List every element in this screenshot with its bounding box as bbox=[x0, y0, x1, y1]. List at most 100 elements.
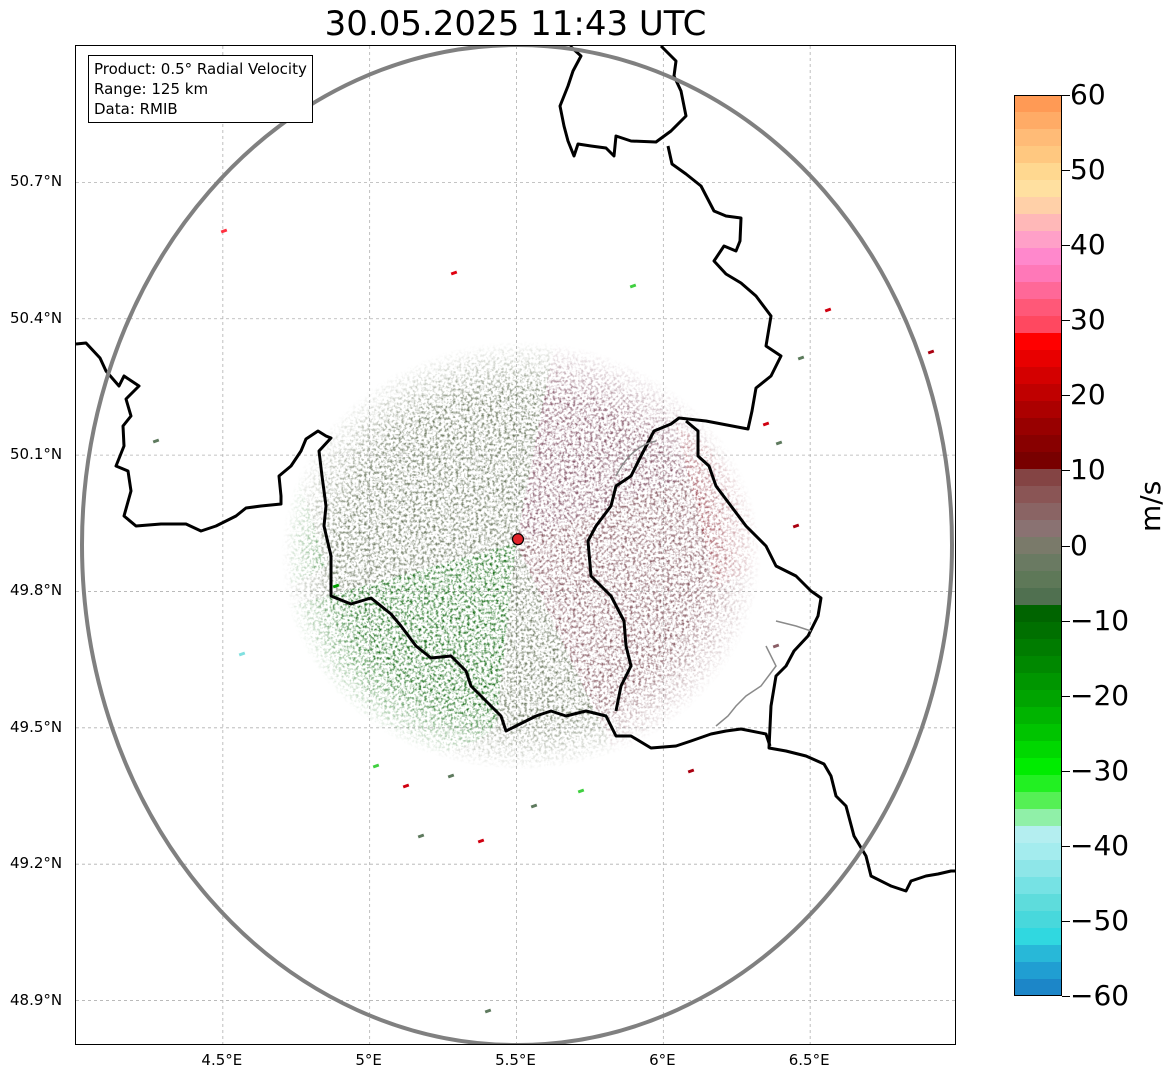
colorbar-swatch bbox=[1014, 622, 1062, 640]
colorbar-swatch bbox=[1014, 112, 1062, 130]
echo-speck bbox=[484, 1008, 492, 1014]
colorbar-tick bbox=[1062, 170, 1070, 172]
longitude-tick-label: 6°E bbox=[649, 1051, 676, 1069]
colorbar-swatch bbox=[1014, 316, 1062, 334]
country-borders bbox=[76, 46, 955, 893]
colorbar-tick-label: 40 bbox=[1070, 228, 1106, 262]
colorbar-swatch bbox=[1014, 741, 1062, 759]
echo-speck bbox=[530, 803, 538, 809]
echo-speck bbox=[417, 833, 425, 839]
colorbar-tick bbox=[1062, 245, 1070, 247]
colorbar-swatch bbox=[1014, 826, 1062, 844]
colorbar-swatch bbox=[1014, 486, 1062, 504]
latitude-tick-label: 50.4°N bbox=[10, 308, 63, 327]
map-title: 30.05.2025 11:43 UTC bbox=[324, 4, 707, 44]
range-ring bbox=[80, 46, 954, 1044]
colorbar-swatch bbox=[1014, 180, 1062, 198]
echo-speck bbox=[402, 783, 410, 789]
colorbar-swatch bbox=[1014, 724, 1062, 742]
colorbar-swatch bbox=[1014, 639, 1062, 657]
colorbar-swatch bbox=[1014, 758, 1062, 776]
colorbar-tick-label: −10 bbox=[1070, 603, 1130, 637]
echo-speck bbox=[797, 355, 805, 361]
colorbar-tick-label: −20 bbox=[1070, 678, 1130, 712]
colorbar-tick-label: 30 bbox=[1070, 303, 1106, 337]
echo-speck bbox=[332, 583, 340, 589]
echo-speck bbox=[220, 228, 228, 234]
colorbar-swatch bbox=[1014, 809, 1062, 827]
echo-speck bbox=[772, 643, 780, 649]
colorbar-swatch bbox=[1014, 129, 1062, 147]
colorbar-swatch bbox=[1014, 146, 1062, 164]
echo-speck bbox=[577, 788, 585, 794]
latitude-tick-label: 49.5°N bbox=[10, 717, 63, 736]
colorbar-tick bbox=[1062, 320, 1070, 322]
colorbar-tick bbox=[1062, 920, 1070, 922]
colorbar-swatch bbox=[1014, 707, 1062, 725]
latitude-tick-label: 48.9°N bbox=[10, 990, 63, 1009]
rivers bbox=[615, 440, 812, 727]
colorbar-swatch bbox=[1014, 656, 1062, 674]
colorbar-tick bbox=[1062, 95, 1070, 96]
echo-speck bbox=[447, 773, 455, 779]
colorbar-swatch bbox=[1014, 673, 1062, 691]
colorbar-swatch bbox=[1014, 282, 1062, 300]
longitude-tick-label: 5°E bbox=[355, 1051, 382, 1069]
colorbar-tick bbox=[1062, 770, 1070, 772]
colorbar-tick bbox=[1062, 395, 1070, 397]
colorbar-swatch bbox=[1014, 877, 1062, 895]
colorbar-swatch bbox=[1014, 248, 1062, 266]
echo-speck bbox=[762, 421, 770, 427]
longitude-tick-label: 4.5°E bbox=[201, 1051, 243, 1069]
colorbar-swatch bbox=[1014, 469, 1062, 487]
colorbar-swatch bbox=[1014, 401, 1062, 419]
colorbar-swatch bbox=[1014, 775, 1062, 793]
echo-speck bbox=[372, 763, 380, 769]
colorbar-swatch bbox=[1014, 214, 1062, 232]
colorbar-tick bbox=[1062, 695, 1070, 697]
radar-map[interactable] bbox=[75, 45, 956, 1045]
product-info-box: Product: 0.5° Radial Velocity Range: 125… bbox=[88, 55, 313, 123]
echo-speck bbox=[792, 523, 800, 529]
colorbar-swatch bbox=[1014, 554, 1062, 572]
colorbar-swatch bbox=[1014, 979, 1062, 996]
colorbar-swatch bbox=[1014, 197, 1062, 215]
colorbar-swatch bbox=[1014, 571, 1062, 589]
colorbar-tick-label: 60 bbox=[1070, 78, 1106, 111]
colorbar-swatch bbox=[1014, 894, 1062, 912]
colorbar-swatch bbox=[1014, 928, 1062, 946]
colorbar-swatch bbox=[1014, 163, 1062, 181]
colorbar-swatch bbox=[1014, 265, 1062, 283]
colorbar-swatch bbox=[1014, 367, 1062, 385]
colorbar-tick-label: 20 bbox=[1070, 378, 1106, 412]
velocity-echoes bbox=[281, 286, 767, 769]
echo-speck bbox=[450, 270, 458, 276]
colorbar-tick bbox=[1062, 620, 1070, 622]
colorbar-swatch bbox=[1014, 962, 1062, 980]
echo-speck bbox=[824, 307, 832, 313]
radar-site-marker[interactable] bbox=[511, 533, 525, 546]
colorbar-swatch bbox=[1014, 690, 1062, 708]
colorbar-tick bbox=[1062, 470, 1070, 472]
colorbar-swatch bbox=[1014, 911, 1062, 929]
colorbar-frame bbox=[1014, 95, 1062, 996]
colorbar-tick-label: −50 bbox=[1070, 903, 1130, 937]
product-label: Product: 0.5° Radial Velocity bbox=[94, 60, 307, 78]
colorbar-swatch bbox=[1014, 520, 1062, 538]
colorbar-swatch bbox=[1014, 350, 1062, 368]
isolated-echoes bbox=[152, 228, 935, 1014]
data-source-label: Data: RMIB bbox=[94, 100, 178, 118]
echo-speck bbox=[775, 440, 783, 446]
longitude-tick-label: 6.5°E bbox=[788, 1051, 830, 1069]
colorbar-swatch bbox=[1014, 503, 1062, 521]
latitude-tick-label: 49.2°N bbox=[10, 854, 63, 873]
colorbar-swatch bbox=[1014, 384, 1062, 402]
colorbar-swatch bbox=[1014, 452, 1062, 470]
colorbar-swatch bbox=[1014, 537, 1062, 555]
colorbar-swatch bbox=[1014, 95, 1062, 113]
colorbar-swatch bbox=[1014, 945, 1062, 963]
colorbar-tick bbox=[1062, 545, 1070, 547]
colorbar-tick-label: −40 bbox=[1070, 828, 1130, 862]
colorbar-swatch bbox=[1014, 418, 1062, 436]
colorbar-tick bbox=[1062, 996, 1070, 997]
